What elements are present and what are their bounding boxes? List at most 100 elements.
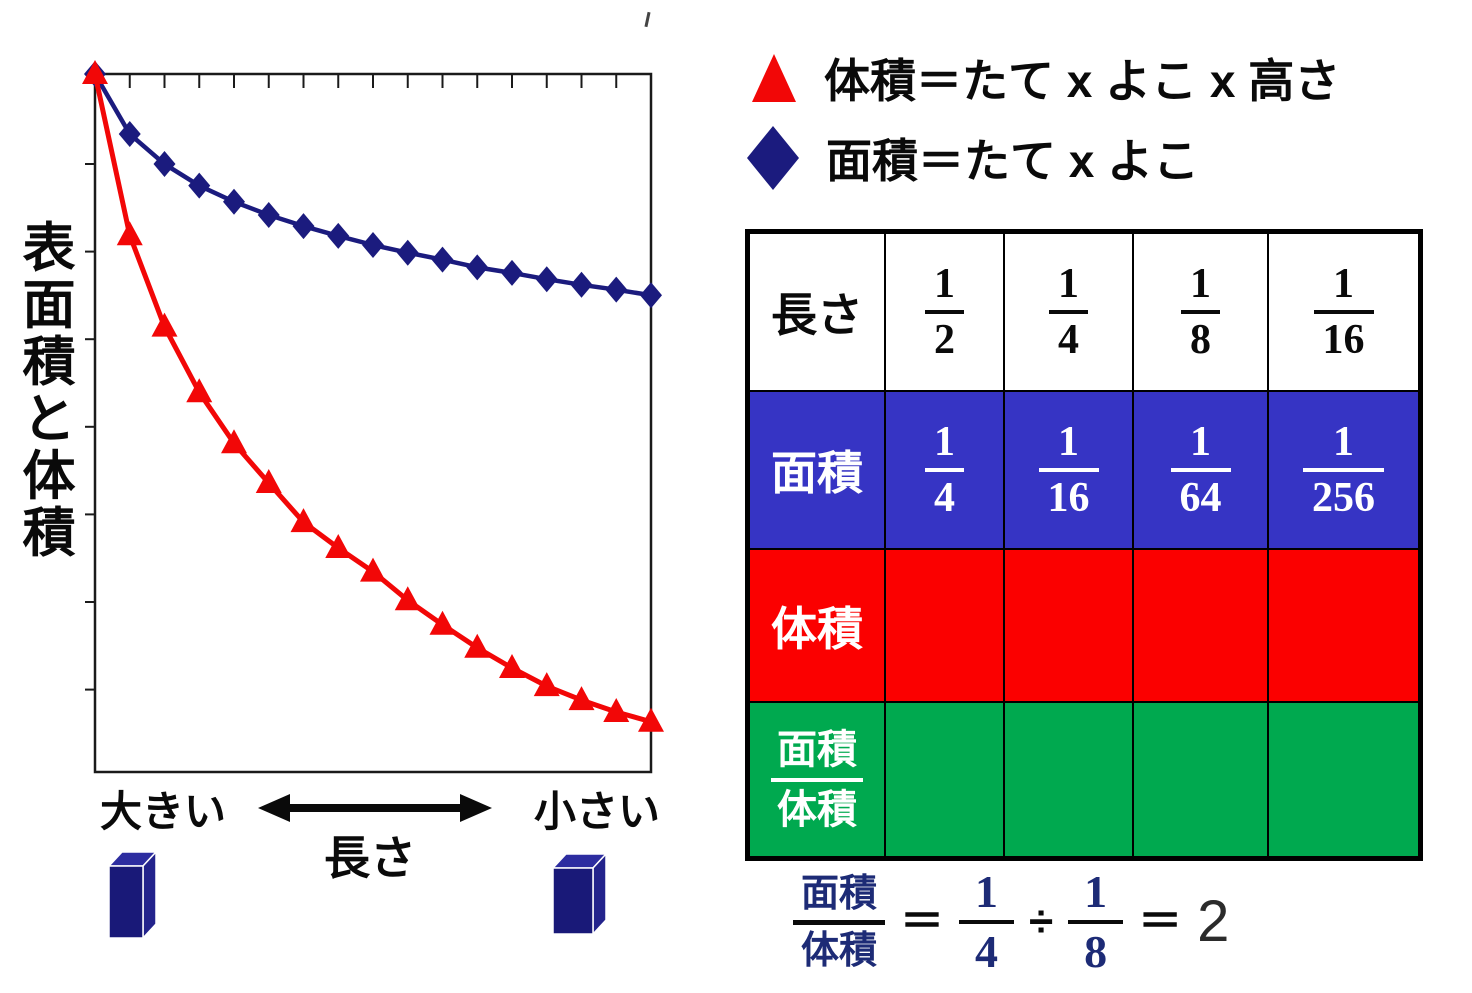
- area-data-point: [535, 266, 558, 293]
- volume-triangle-icon: [752, 54, 796, 102]
- table-cell-ratio-empty: [1134, 703, 1269, 856]
- area-data-point: [188, 172, 211, 199]
- volume-data-point: [255, 469, 282, 494]
- area-data-point: [640, 282, 662, 309]
- small-box-icon: [551, 852, 608, 936]
- fraction-denominator: 4: [934, 475, 955, 521]
- fraction-denominator: 16: [1322, 317, 1365, 363]
- surface-area-volume-chart: [82, 60, 664, 940]
- table-row-label-volume: 体積: [750, 550, 886, 703]
- fraction-numerator: 1: [934, 419, 955, 465]
- fraction-numerator: 1: [1333, 419, 1354, 465]
- volume-data-point: [429, 610, 456, 635]
- fraction-numerator: 1: [934, 261, 955, 307]
- area-label: 面積: [771, 447, 863, 499]
- area-data-point: [118, 121, 141, 148]
- y-axis-label-char: 表: [22, 219, 76, 278]
- table-cell-ratio-empty: [1005, 703, 1134, 856]
- fraction-numerator: 1: [1058, 261, 1079, 307]
- volume-data-point: [82, 60, 108, 84]
- volume-data-point: [464, 633, 491, 658]
- volume-data-point: [151, 312, 178, 337]
- y-axis-label-char: 体: [22, 447, 76, 506]
- equation-fraction-eighth: 1 8: [1068, 866, 1124, 977]
- area-data-point: [605, 276, 628, 303]
- fraction-denominator: 256: [1312, 475, 1375, 521]
- area-data-point: [223, 188, 245, 215]
- axis-ticks: [85, 75, 652, 691]
- fraction-numerator: 1: [1058, 419, 1079, 465]
- volume-data-point: [290, 508, 317, 533]
- area-series: [84, 61, 662, 309]
- area-data-point: [362, 232, 384, 259]
- equation-lhs-denominator: 体積: [801, 929, 878, 972]
- fraction-numerator: 1: [1190, 419, 1211, 465]
- equation-fraction-quarter: 1 4: [959, 866, 1015, 977]
- volume-data-point: [221, 429, 247, 454]
- area-data-point: [292, 213, 315, 240]
- volume-data-point: [325, 533, 352, 558]
- area-data-point: [570, 271, 593, 298]
- table-cell-length-1-16: 1 16: [1269, 234, 1418, 392]
- ratio-label-numerator: 面積: [777, 727, 857, 772]
- x-axis-title: 長さ: [324, 832, 416, 884]
- equation-lhs-fraction: 面積 体積: [793, 872, 886, 972]
- volume-data-point: [638, 707, 664, 732]
- volume-data-point: [394, 586, 421, 611]
- area-data-point: [396, 239, 419, 266]
- legend-item-volume: 体積＝たて x よこ x 高さ: [750, 48, 1340, 108]
- x-axis-label-small: 小さい: [534, 788, 661, 835]
- ratio-equation: 面積 体積 ＝ 1 4 ÷ 1 8 ＝ 2: [793, 856, 1229, 988]
- equals-sign: ＝: [1138, 897, 1183, 946]
- length-label: 長さ: [771, 289, 863, 341]
- table-cell-area-1-64: 1 64: [1134, 392, 1269, 550]
- area-data-point: [257, 201, 280, 228]
- fraction-denominator: 64: [1179, 475, 1222, 521]
- fraction-denominator: 8: [1190, 317, 1211, 363]
- legend-label-volume: 体積＝たて x よこ x 高さ: [824, 55, 1341, 107]
- equation-lhs-numerator: 面積: [801, 872, 878, 915]
- area-data-point: [431, 246, 454, 273]
- area-data-point: [153, 151, 176, 178]
- volume-data-point: [360, 557, 386, 582]
- y-axis-label-char: 積: [22, 504, 76, 563]
- ratio-label-fraction: 面積 体積: [771, 728, 863, 832]
- fraction-numerator: 1: [1333, 261, 1354, 307]
- volume-series: [82, 60, 664, 732]
- area-data-point: [466, 254, 489, 281]
- fraction-denominator: 8: [1084, 926, 1108, 977]
- table-cell-volume-empty: [886, 550, 1005, 703]
- x-axis-label-big: 大きい: [100, 788, 227, 835]
- table-cell-volume-empty: [1134, 550, 1269, 703]
- large-box-icon: [107, 850, 158, 940]
- table-cell-volume-empty: [1269, 550, 1418, 703]
- volume-data-point: [533, 672, 560, 697]
- table-cell-area-1-256: 1 256: [1269, 392, 1418, 550]
- ratio-label-denominator: 体積: [777, 787, 857, 832]
- volume-data-point: [116, 221, 143, 246]
- table-cell-area-1-16: 1 16: [1005, 392, 1134, 550]
- volume-data-point: [186, 378, 213, 403]
- area-series-line: [93, 72, 652, 298]
- y-axis-label-char: と: [22, 390, 76, 449]
- area-diamond-icon: [747, 126, 799, 190]
- table-cell-volume-empty: [1005, 550, 1134, 703]
- area-data-point: [501, 259, 523, 286]
- fraction-denominator: 16: [1047, 475, 1090, 521]
- fraction-denominator: 4: [1058, 317, 1079, 363]
- area-data-point: [327, 222, 350, 249]
- fraction-denominator: 4: [975, 926, 999, 977]
- table-cell-ratio-empty: [1269, 703, 1418, 856]
- y-axis-label-char: 積: [22, 333, 76, 392]
- fraction-numerator: 1: [975, 866, 999, 917]
- volume-data-point: [568, 686, 595, 711]
- series-layer: [82, 60, 664, 732]
- fraction-numerator: 1: [1084, 866, 1108, 917]
- equals-sign: ＝: [900, 897, 945, 946]
- legend-item-area: 面積＝たて x よこ: [746, 124, 1199, 192]
